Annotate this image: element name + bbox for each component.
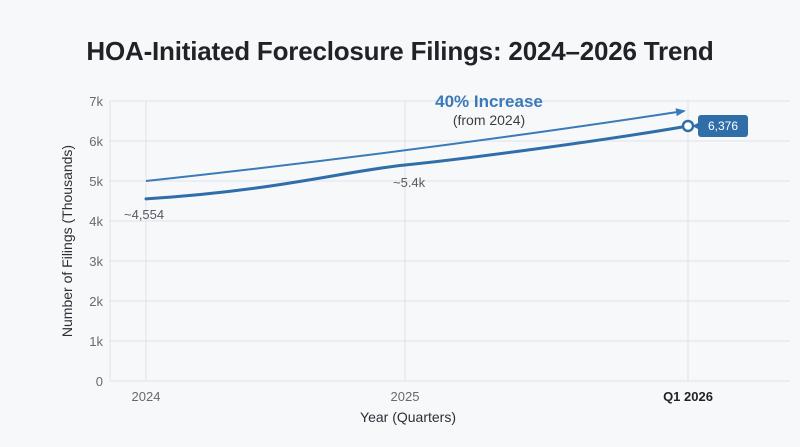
series-line [144, 124, 690, 201]
y-tick-label: 5k [89, 174, 103, 189]
y-tick-label: 2k [89, 294, 103, 309]
x-tick-label: 2025 [391, 389, 420, 404]
mid-value-label: ~5.4k [393, 175, 426, 190]
increase-callout-subtitle: (from 2024) [453, 112, 525, 128]
y-tick-label: 1k [89, 334, 103, 349]
x-tick-label: Q1 2026 [663, 389, 713, 404]
y-tick-label: 4k [89, 214, 103, 229]
y-axis-title: Number of Filings (Thousands) [59, 145, 75, 337]
y-tick-label: 7k [89, 94, 103, 109]
start-value-label: ~4,554 [124, 207, 164, 222]
chart-title: HOA-Initiated Foreclosure Filings: 2024–… [86, 36, 714, 66]
trend-arrow [145, 108, 686, 182]
end-value-label: 6,376 [708, 119, 738, 133]
y-tick-label: 6k [89, 134, 103, 149]
end-point-marker [681, 119, 695, 133]
end-value-badge [698, 114, 748, 137]
y-tick-label: 0 [96, 374, 103, 389]
x-tick-label: 2024 [132, 389, 161, 404]
end-value-badge-pointer [692, 122, 698, 129]
x-axis-title: Year (Quarters) [360, 409, 456, 425]
increase-callout-title: 40% Increase [435, 92, 543, 111]
y-tick-label: 3k [89, 254, 103, 269]
